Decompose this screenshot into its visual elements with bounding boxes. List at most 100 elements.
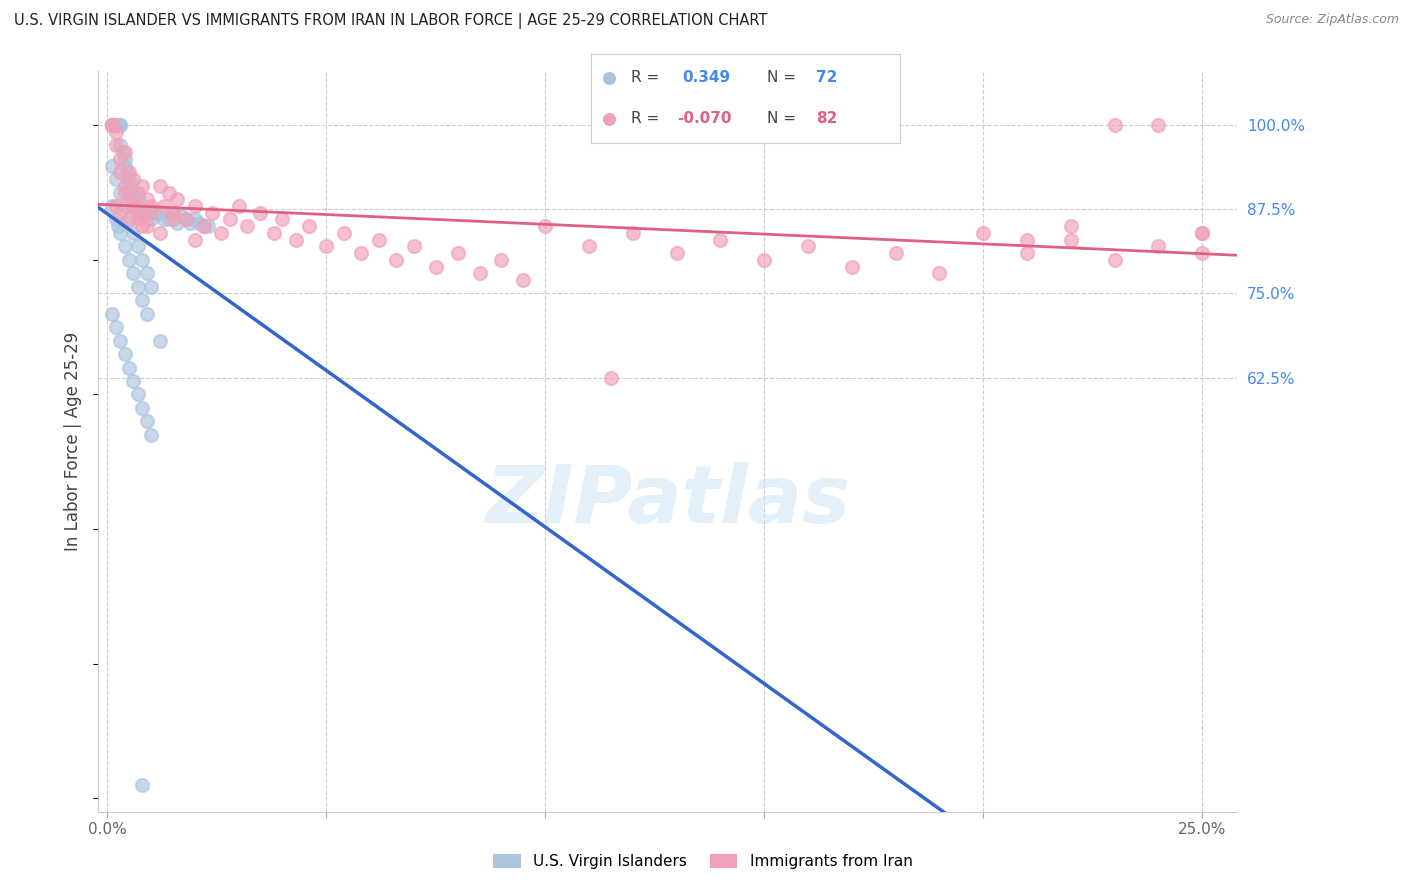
Point xyxy=(162,212,184,227)
Point xyxy=(193,219,215,234)
Point xyxy=(332,226,354,240)
Point xyxy=(179,216,201,230)
Point xyxy=(131,209,153,223)
Point xyxy=(114,152,136,166)
Point xyxy=(131,205,153,219)
Point xyxy=(104,118,127,132)
Point xyxy=(110,138,132,153)
Point xyxy=(153,212,176,227)
Point xyxy=(104,199,127,213)
Point xyxy=(1060,219,1083,234)
Point xyxy=(174,212,197,227)
Point xyxy=(184,212,207,227)
Point xyxy=(1147,239,1170,253)
Point xyxy=(127,186,149,200)
Point xyxy=(425,260,447,274)
Point xyxy=(110,118,132,132)
Point xyxy=(1015,233,1038,247)
Point xyxy=(104,138,127,153)
Point xyxy=(110,165,132,179)
Point xyxy=(127,387,149,401)
Point xyxy=(131,219,153,234)
Point xyxy=(110,186,132,200)
Point xyxy=(972,226,994,240)
Point xyxy=(149,205,172,219)
Point xyxy=(104,118,127,132)
Point xyxy=(118,192,141,206)
Text: Source: ZipAtlas.com: Source: ZipAtlas.com xyxy=(1265,13,1399,27)
Point xyxy=(127,279,149,293)
Point xyxy=(139,427,162,442)
Point xyxy=(884,246,907,260)
Point xyxy=(193,219,215,234)
Point xyxy=(446,246,468,260)
Point xyxy=(114,159,136,173)
Point xyxy=(188,216,211,230)
Point xyxy=(402,239,425,253)
Point xyxy=(249,205,271,219)
Point xyxy=(166,192,188,206)
Point xyxy=(534,219,557,234)
Text: R =: R = xyxy=(631,112,659,126)
Point xyxy=(1060,233,1083,247)
Point xyxy=(157,212,180,227)
Point xyxy=(135,192,157,206)
Point xyxy=(127,192,149,206)
Point xyxy=(127,212,149,227)
Point xyxy=(385,252,408,267)
Point xyxy=(1104,252,1126,267)
Point xyxy=(107,219,129,234)
Point xyxy=(114,199,136,213)
Point xyxy=(797,239,820,253)
Point xyxy=(118,212,141,227)
Point xyxy=(621,226,644,240)
Point xyxy=(1191,226,1213,240)
Point xyxy=(1191,246,1213,260)
Point xyxy=(114,145,136,160)
Point xyxy=(139,202,162,217)
Point xyxy=(228,199,250,213)
Point xyxy=(122,189,145,203)
Point xyxy=(315,239,337,253)
Text: R =: R = xyxy=(631,70,659,85)
Point xyxy=(122,199,145,213)
Point xyxy=(709,233,731,247)
Point xyxy=(149,226,172,240)
Point xyxy=(184,233,207,247)
Point xyxy=(598,70,620,85)
Point xyxy=(131,778,153,792)
Point xyxy=(100,159,122,173)
Point xyxy=(841,260,863,274)
Point xyxy=(149,334,172,348)
Point xyxy=(184,199,207,213)
Point xyxy=(149,178,172,193)
Point xyxy=(157,186,180,200)
Point xyxy=(236,219,259,234)
Point xyxy=(114,239,136,253)
Point xyxy=(122,199,145,213)
Text: 72: 72 xyxy=(817,70,838,85)
Point xyxy=(110,152,132,166)
Point xyxy=(598,112,620,126)
Point xyxy=(135,307,157,321)
Point xyxy=(104,118,127,132)
Text: N =: N = xyxy=(766,70,796,85)
Point xyxy=(174,212,197,227)
Point xyxy=(131,401,153,415)
Point xyxy=(115,165,138,179)
Point xyxy=(512,273,534,287)
Point xyxy=(197,219,219,234)
Point xyxy=(1191,226,1213,240)
Point xyxy=(468,266,491,280)
Point xyxy=(100,118,122,132)
Point xyxy=(107,118,129,132)
Point xyxy=(135,266,157,280)
Point xyxy=(104,320,127,334)
Point xyxy=(110,226,132,240)
Y-axis label: In Labor Force | Age 25-29: In Labor Force | Age 25-29 xyxy=(65,332,83,551)
Point xyxy=(263,226,285,240)
Point xyxy=(104,212,127,227)
Point xyxy=(578,239,600,253)
Point xyxy=(367,233,389,247)
Point xyxy=(100,118,122,132)
